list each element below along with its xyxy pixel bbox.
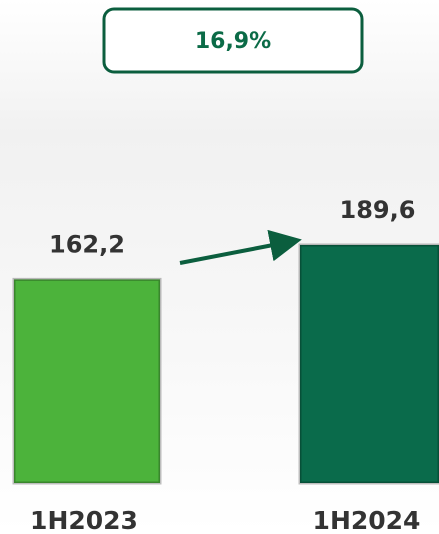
bar — [12, 277, 162, 485]
value-label: 189,6 — [340, 196, 416, 224]
annotation-box — [102, 7, 364, 74]
bar — [298, 243, 439, 485]
annotation: 16,9% — [195, 29, 271, 54]
x-tick-label: 1H2024 — [313, 506, 421, 534]
growth-arrow — [179, 229, 302, 265]
value-label: 162,2 — [49, 230, 125, 258]
x-tick-label: 1H2023 — [30, 506, 138, 534]
